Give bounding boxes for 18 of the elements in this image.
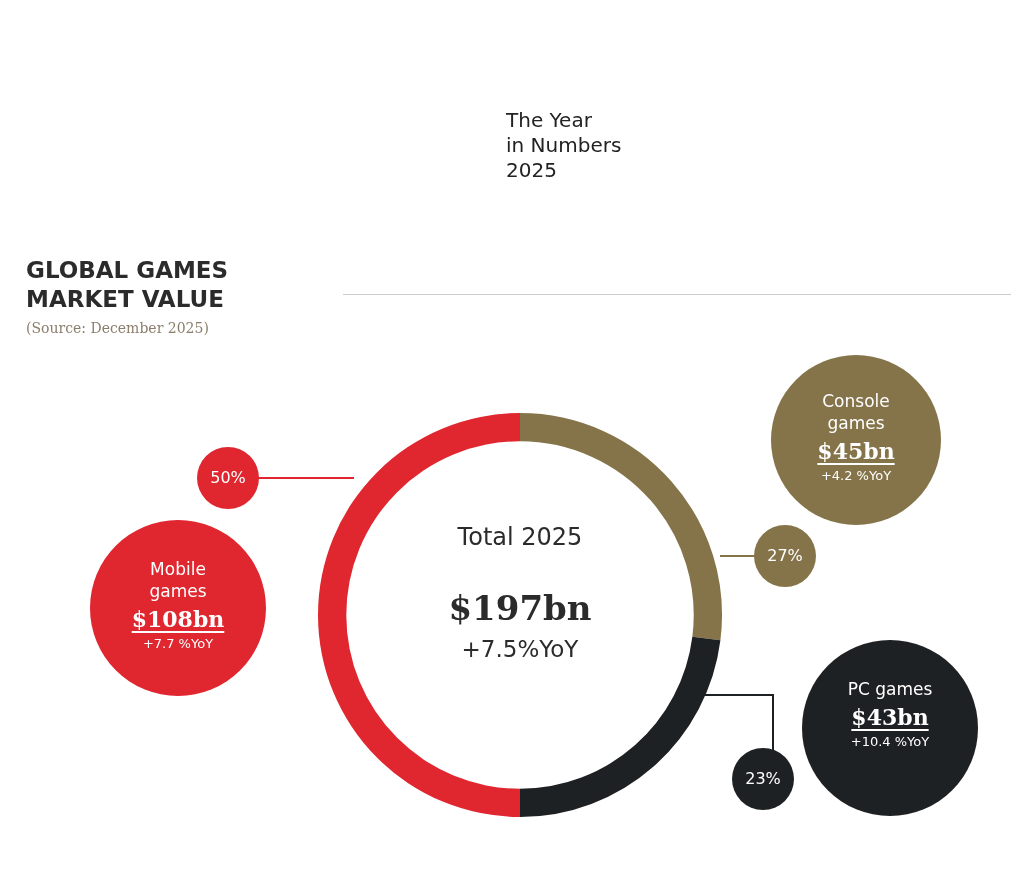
data-label: 27% (766, 546, 804, 565)
data-label: 23% (744, 769, 782, 788)
text: $197bn (447, 588, 593, 628)
text: (Source: December 2025) (26, 320, 209, 336)
chart-subtitle: The Year in Numbers 2025 (506, 108, 622, 183)
text: +4.2 %YoY (819, 468, 893, 483)
text: +7.7 %YoY (141, 636, 215, 651)
text: +7.5%YoY (460, 636, 580, 662)
chart-title: GLOBAL GAMES MARKET VALUE (26, 256, 229, 314)
slice-label: Mobile games (148, 558, 208, 602)
slice-label: Console games (821, 390, 891, 434)
text: $43bn (850, 704, 930, 730)
text: Total 2025 (456, 523, 584, 551)
data-label: 50% (209, 468, 247, 487)
text: +10.4 %YoY (849, 734, 931, 749)
slice-label: PC games (846, 678, 934, 700)
text: $45bn (816, 438, 896, 464)
text: $108bn (130, 606, 226, 632)
